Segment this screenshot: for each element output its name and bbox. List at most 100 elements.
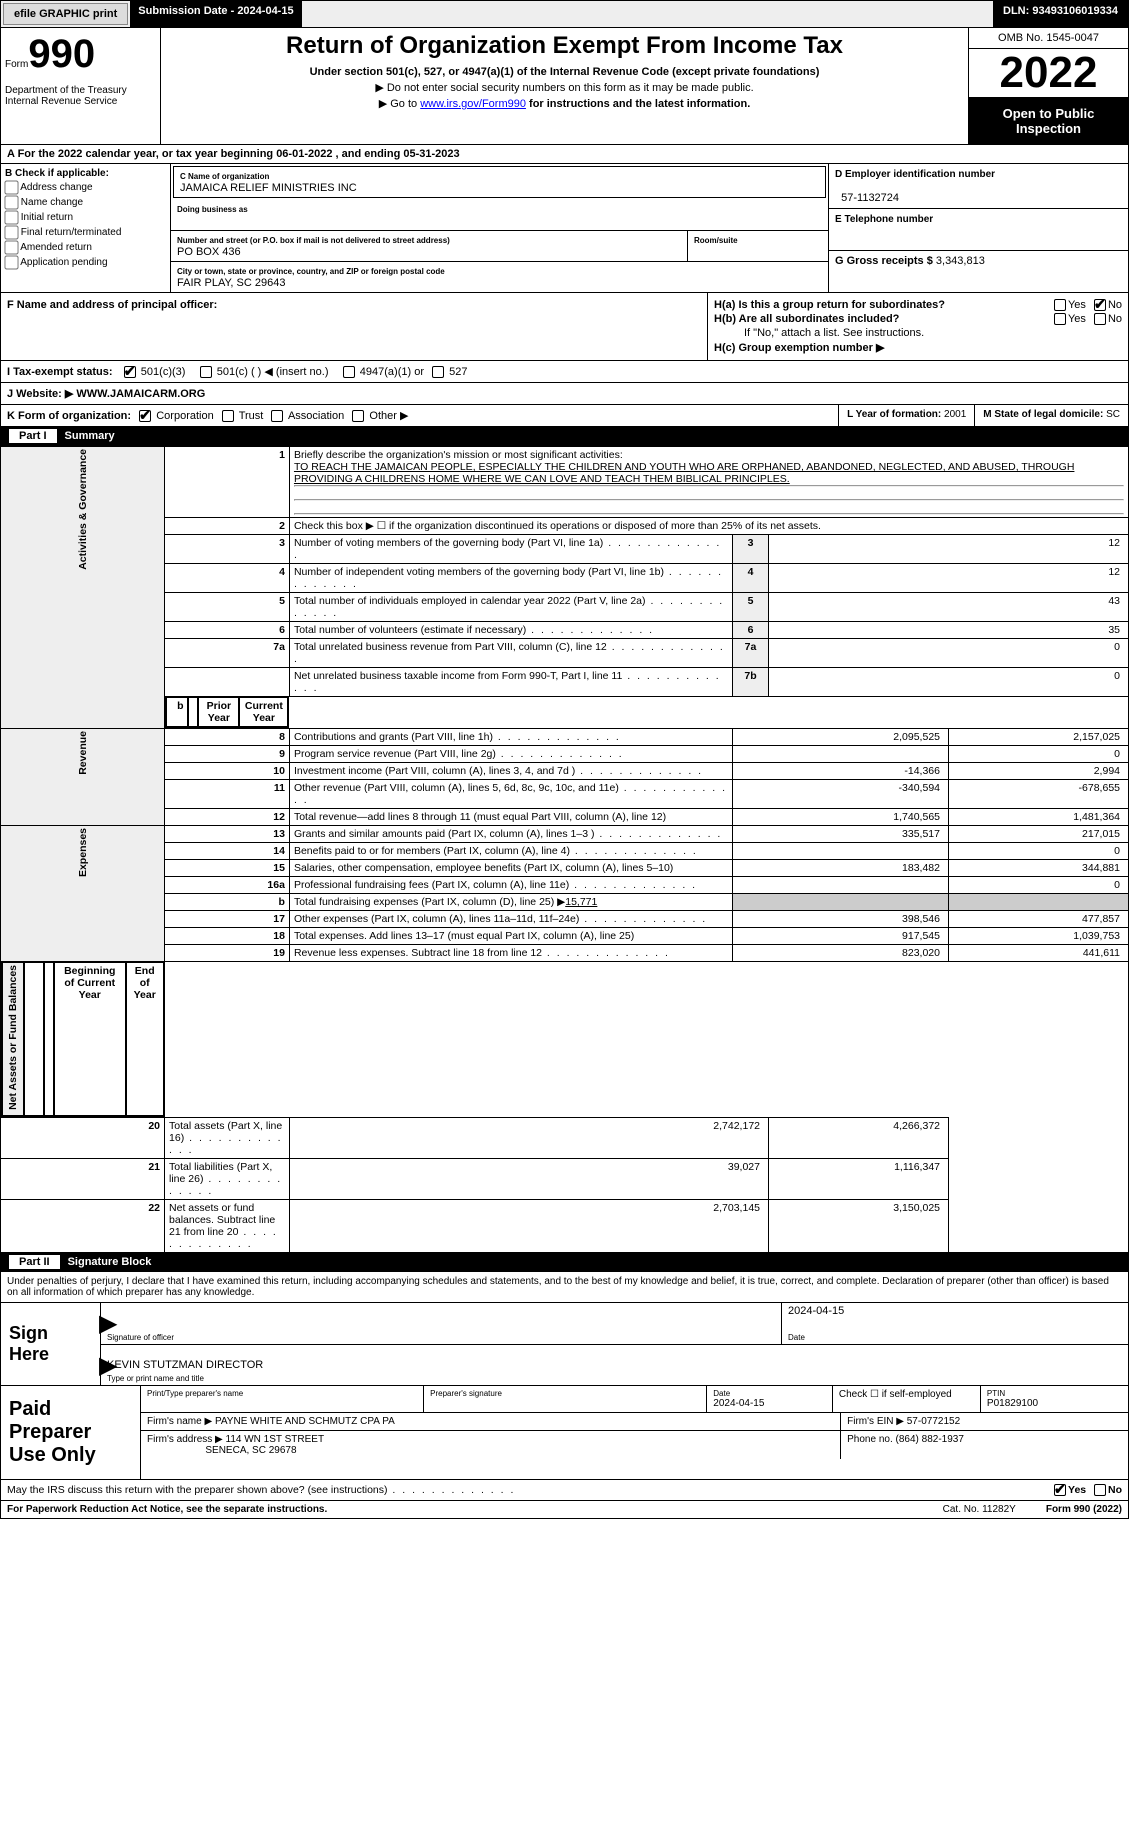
section-abc: B Check if applicable: Address change Na… (0, 164, 1129, 293)
form-label: Form (5, 59, 28, 70)
col-b-label: B Check if applicable: (5, 168, 109, 179)
l10: Investment income (Part VIII, column (A)… (289, 763, 732, 780)
ptin-cell: PTINP01829100 (981, 1386, 1128, 1412)
chk-amended[interactable]: Amended return (5, 241, 166, 254)
l14p (733, 843, 949, 860)
hb-label: H(b) Are all subordinates included? (714, 313, 899, 325)
chk-corp[interactable] (139, 410, 151, 422)
chk-final-return[interactable]: Final return/terminated (5, 226, 166, 239)
omb-number: OMB No. 1545-0047 (969, 28, 1128, 49)
l8c: 2,157,025 (949, 729, 1129, 746)
prior-year-header: Prior Year (198, 697, 239, 727)
prep-date-cell: Date2024-04-15 (707, 1386, 833, 1412)
l7a-val: 0 (769, 639, 1129, 668)
part-ii-header: Part IISignature Block (0, 1253, 1129, 1272)
l19: Revenue less expenses. Subtract line 18 … (289, 945, 732, 962)
chk-other[interactable] (352, 410, 364, 422)
l20p: 2,742,172 (289, 1118, 768, 1159)
l13c: 217,015 (949, 826, 1129, 843)
ha-label: H(a) Is this a group return for subordin… (714, 299, 945, 311)
ha-yes[interactable] (1054, 299, 1066, 311)
chk-501c3[interactable] (124, 366, 136, 378)
hb-yes[interactable] (1054, 313, 1066, 325)
l22p: 2,703,145 (289, 1200, 768, 1253)
paperwork-notice: For Paperwork Reduction Act Notice, see … (7, 1504, 943, 1515)
addr: PO BOX 436 (177, 246, 241, 258)
l15: Salaries, other compensation, employee b… (289, 860, 732, 877)
l19p: 823,020 (733, 945, 949, 962)
l7b-val: 0 (769, 668, 1129, 697)
l21p: 39,027 (289, 1159, 768, 1200)
l1-label: Briefly describe the organization's miss… (294, 449, 623, 461)
department: Department of the Treasury Internal Reve… (5, 85, 156, 107)
chk-527[interactable] (432, 366, 444, 378)
l13: Grants and similar amounts paid (Part IX… (289, 826, 732, 843)
discuss-yes[interactable] (1054, 1484, 1066, 1496)
header-center: Return of Organization Exempt From Incom… (161, 28, 968, 144)
ein: 57-1132724 (841, 192, 899, 204)
form-990: efile GRAPHIC print Submission Date - 20… (0, 0, 1129, 1519)
l21: Total liabilities (Part X, line 26) (165, 1159, 290, 1200)
l4-val: 12 (769, 564, 1129, 593)
row-i: I Tax-exempt status: 501(c)(3) 501(c) ( … (0, 361, 1129, 383)
gross-label: G Gross receipts $ (835, 255, 933, 267)
l16a: Professional fundraising fees (Part IX, … (289, 877, 732, 894)
l8: Contributions and grants (Part VIII, lin… (289, 729, 732, 746)
l20c: 4,266,372 (769, 1118, 949, 1159)
firm-addr-cell: Firm's address ▶ 114 WN 1ST STREET SENEC… (141, 1431, 841, 1459)
ha-no[interactable] (1094, 299, 1106, 311)
firm-ein-cell: Firm's EIN ▶ 57-0772152 (841, 1413, 1128, 1430)
l10p: -14,366 (733, 763, 949, 780)
form-title: Return of Organization Exempt From Incom… (171, 32, 958, 60)
l14c: 0 (949, 843, 1129, 860)
sig-date-cell: 2024-04-15Date (782, 1303, 1128, 1344)
l6: Total number of volunteers (estimate if … (289, 622, 732, 639)
l18c: 1,039,753 (949, 928, 1129, 945)
chk-501c[interactable] (200, 366, 212, 378)
hb-no[interactable] (1094, 313, 1106, 325)
cat-no: Cat. No. 11282Y (943, 1504, 1016, 1515)
chk-initial-return[interactable]: Initial return (5, 211, 166, 224)
paid-prep-label: Paid Preparer Use Only (1, 1386, 141, 1479)
tax-year: 2022 (969, 49, 1128, 98)
row-k: K Form of organization: Corporation Trus… (0, 405, 1129, 427)
efile-print-button[interactable]: efile GRAPHIC print (3, 3, 128, 25)
l11: Other revenue (Part VIII, column (A), li… (289, 780, 732, 809)
col-de: D Employer identification number 57-1132… (828, 164, 1128, 292)
l6-val: 35 (769, 622, 1129, 639)
chk-name-change[interactable]: Name change (5, 196, 166, 209)
l18p: 917,545 (733, 928, 949, 945)
chk-trust[interactable] (222, 410, 234, 422)
name-title-cell: ▶KEVIN STUTZMAN DIRECTORType or print na… (101, 1345, 1128, 1386)
l7b: Net unrelated business taxable income fr… (289, 668, 732, 697)
l22c: 3,150,025 (769, 1200, 949, 1253)
chk-assoc[interactable] (271, 410, 283, 422)
irs-link[interactable]: www.irs.gov/Form990 (420, 98, 526, 110)
header-sub1: Under section 501(c), 527, or 4947(a)(1)… (171, 66, 958, 78)
l11c: -678,655 (949, 780, 1129, 809)
side-revenue: Revenue (1, 729, 165, 826)
city: FAIR PLAY, SC 29643 (177, 277, 285, 289)
submission-date: Submission Date - 2024-04-15 (130, 1, 301, 27)
city-label: City or town, state or province, country… (177, 267, 445, 276)
footer: For Paperwork Reduction Act Notice, see … (0, 1501, 1129, 1519)
chk-app-pending[interactable]: Application pending (5, 256, 166, 269)
l12: Total revenue—add lines 8 through 11 (mu… (289, 809, 732, 826)
f-label: F Name and address of principal officer: (7, 299, 217, 311)
l10c: 2,994 (949, 763, 1129, 780)
form-header: Form990 Department of the Treasury Inter… (0, 28, 1129, 145)
chk-4947[interactable] (343, 366, 355, 378)
officer-sig-cell: ▶Signature of officer (101, 1303, 782, 1344)
state-domicile: SC (1106, 409, 1120, 420)
section-f: F Name and address of principal officer:… (0, 293, 1129, 361)
chk-address-change[interactable]: Address change (5, 181, 166, 194)
org-name-label: C Name of organization (180, 172, 269, 181)
addr-label: Number and street (or P.O. box if mail i… (177, 236, 450, 245)
sign-here-block: Sign Here ▶Signature of officer 2024-04-… (0, 1303, 1129, 1386)
period-line: A For the 2022 calendar year, or tax yea… (0, 145, 1129, 164)
l5-val: 43 (769, 593, 1129, 622)
l19c: 441,611 (949, 945, 1129, 962)
l18: Total expenses. Add lines 13–17 (must eq… (289, 928, 732, 945)
k-label: K Form of organization: (7, 410, 131, 422)
discuss-no[interactable] (1094, 1484, 1106, 1496)
